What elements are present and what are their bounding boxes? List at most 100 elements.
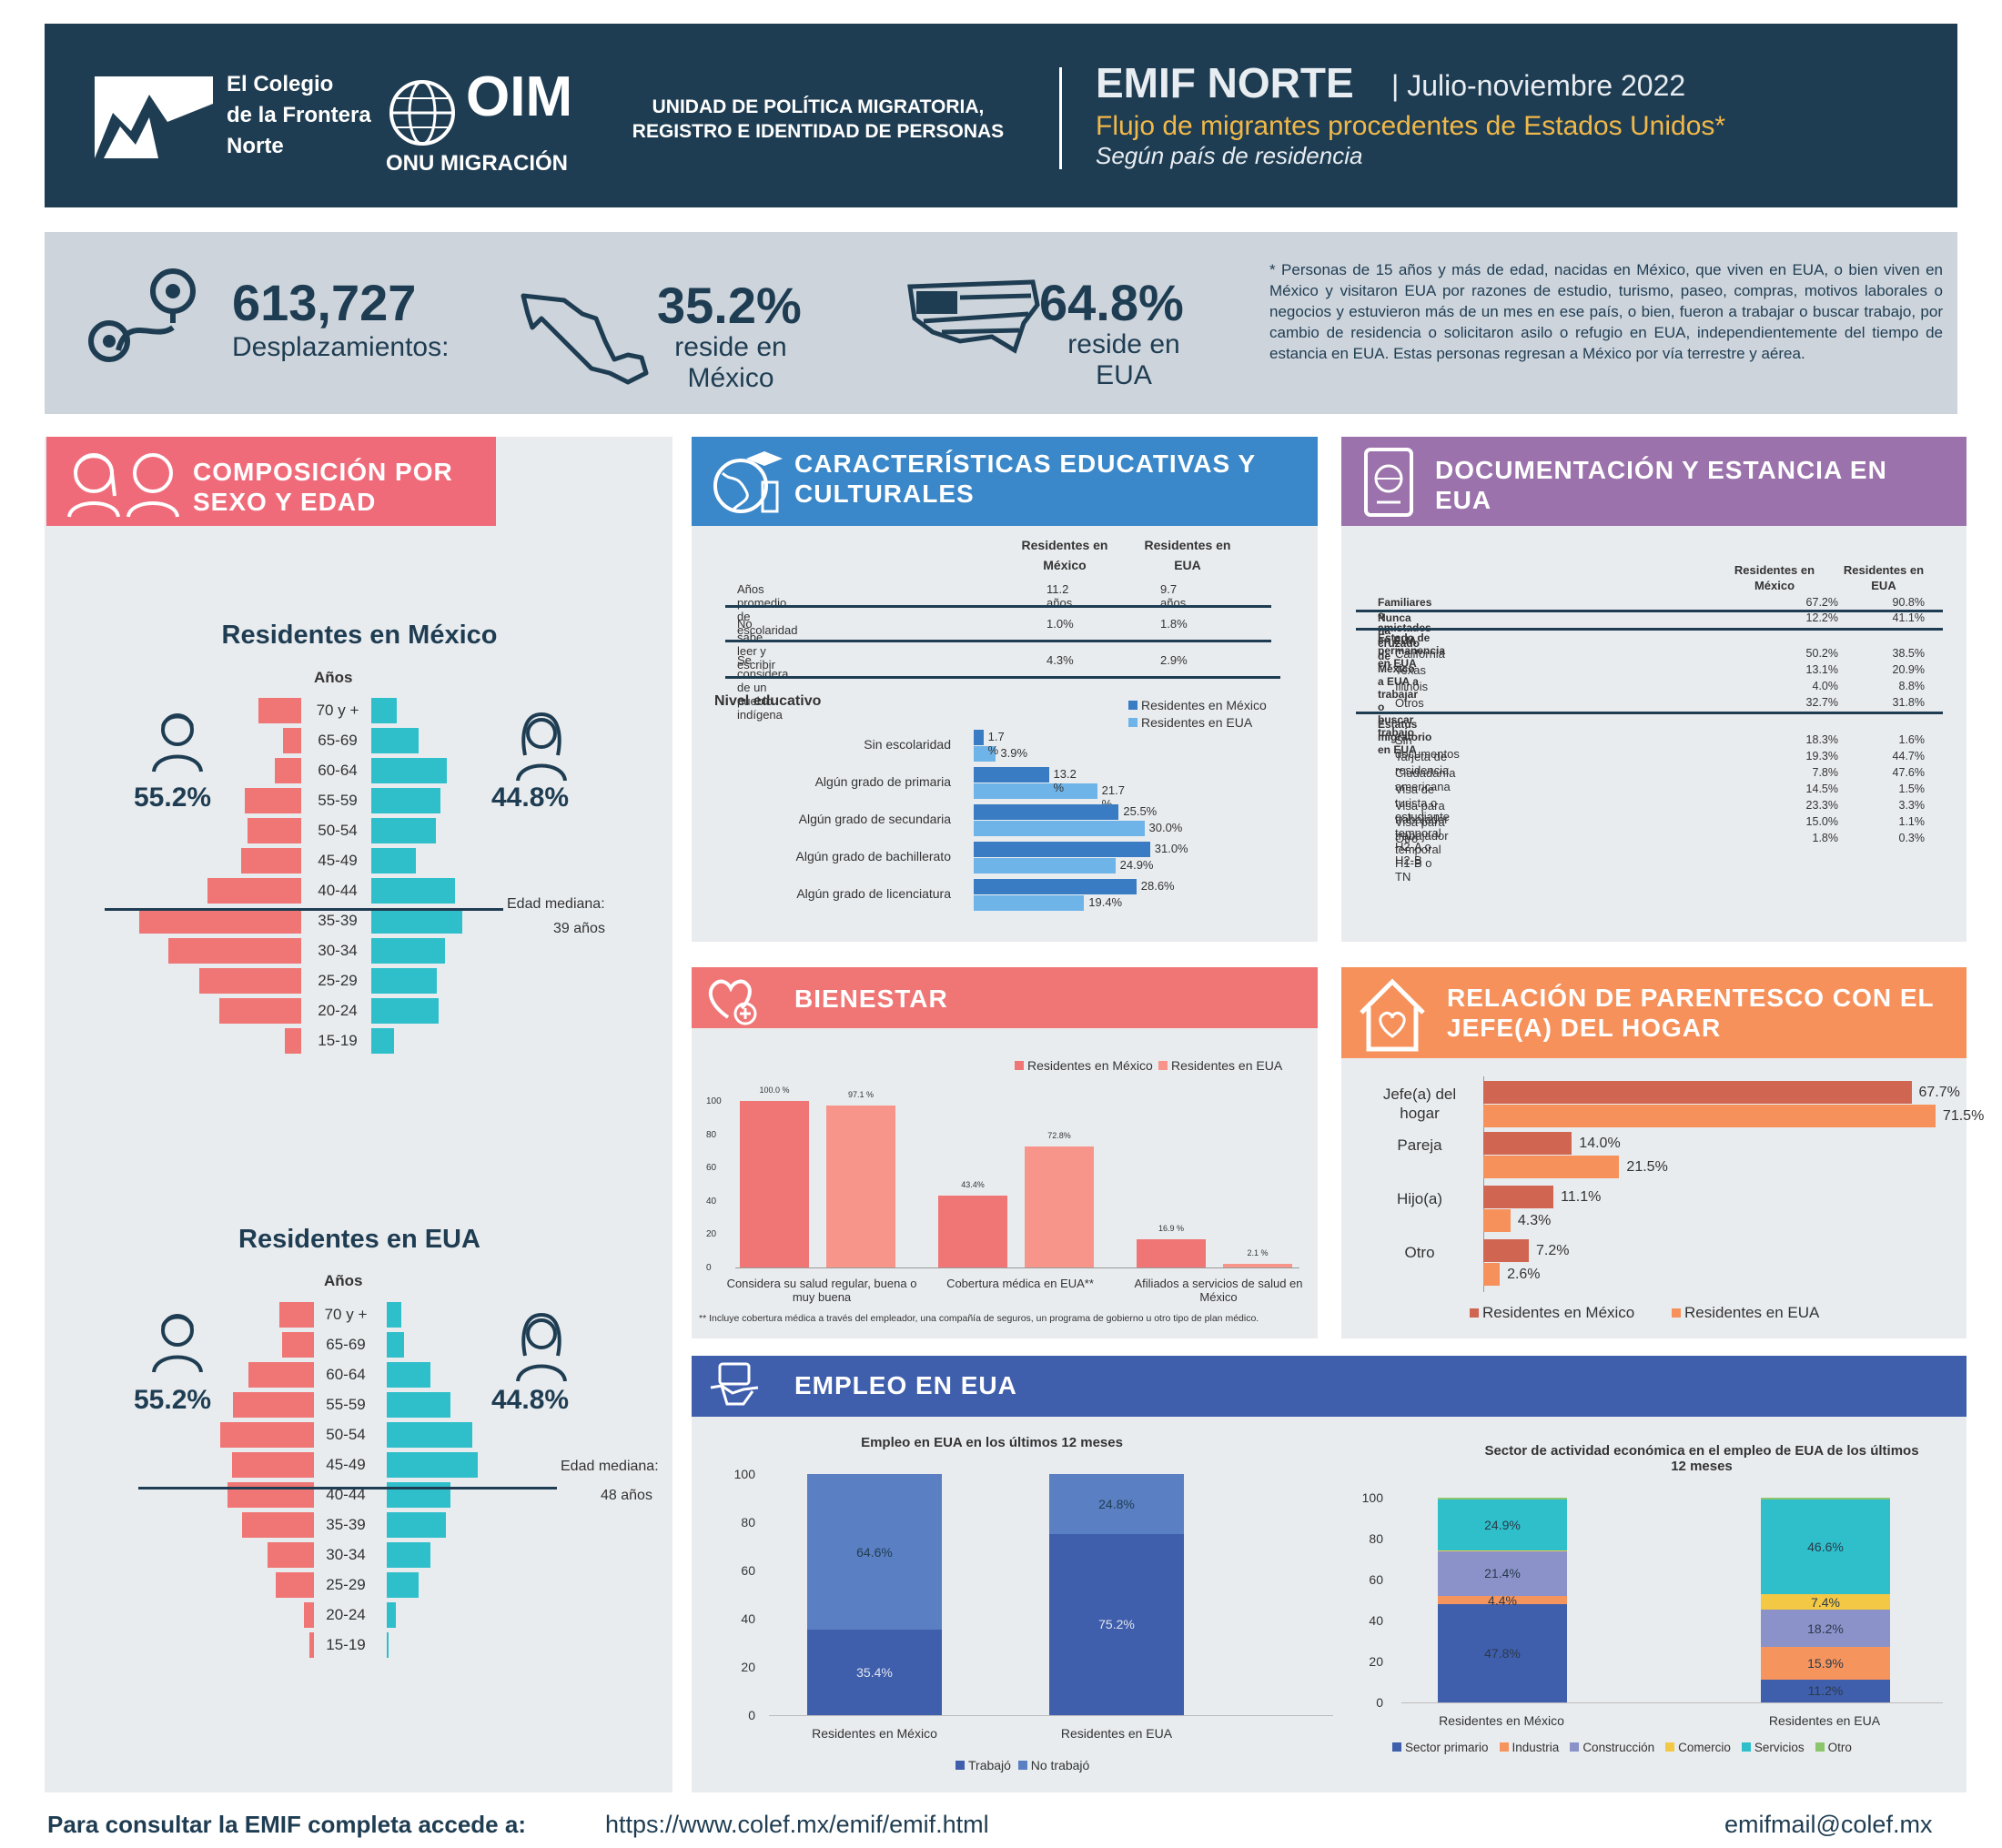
- home-heart-icon: [1356, 976, 1429, 1057]
- legend-label: Residentes en EUA: [1684, 1304, 1820, 1321]
- doc-row-mx: 15.0%: [1805, 815, 1838, 828]
- colef-logo: [95, 76, 213, 158]
- sex-age-panel: [45, 437, 672, 1792]
- paren-label-us: 4.3%: [1517, 1213, 1552, 1228]
- pyramid-age-label: 20-24: [318, 1002, 358, 1019]
- edu-bar-mx: [974, 767, 1049, 783]
- doc-row-us: 41.1%: [1892, 611, 1925, 624]
- footer-link[interactable]: https://www.colef.mx/emif/emif.html: [605, 1811, 989, 1838]
- doc-header: [1341, 437, 1967, 526]
- doc-row-us: 1.5%: [1898, 783, 1926, 795]
- legend-label: Otro: [1827, 1741, 1852, 1754]
- usa-flag-map-icon: [905, 278, 1042, 364]
- legend-swatch: [1470, 1308, 1479, 1318]
- page-title: EMIF NORTE: [1096, 59, 1354, 106]
- doc-row-label: Illinois: [1395, 680, 1429, 693]
- people-icon: [62, 446, 189, 523]
- bien-ytick: 20: [706, 1229, 717, 1240]
- pyramid-us-median-line: [138, 1487, 557, 1490]
- legend-swatch: [1017, 1761, 1027, 1770]
- emp1-bar-trabajo: [807, 1630, 942, 1715]
- paren-cat-label: Otro: [1404, 1244, 1435, 1261]
- pyramid-bar-male: [241, 1512, 314, 1538]
- pyramid-bar-female: [371, 968, 438, 994]
- pyramid-bar-female: [371, 788, 440, 813]
- pyramid-bar-female: [387, 1572, 419, 1598]
- pyramid-age-label: 15-19: [326, 1636, 366, 1653]
- bien-cat-label: Afiliados a servicios de salud en México: [1134, 1277, 1303, 1304]
- pyramid-bar-male: [278, 1302, 314, 1328]
- pyramid-bar-female: [371, 908, 463, 934]
- stat-us-label: reside en EUA: [1067, 329, 1180, 390]
- edu-legend-mx: Residentes en México: [1128, 698, 1267, 712]
- doc-row-mx: 67.2%: [1805, 596, 1838, 609]
- female-icon: [514, 710, 569, 787]
- edu-bar-us-label: 24.9%: [1119, 858, 1154, 872]
- pyramid-bar-female: [387, 1632, 389, 1658]
- emp1-label-trabajo: 35.4%: [856, 1665, 893, 1681]
- pyramid-bar-female: [387, 1392, 450, 1418]
- doc-row-label: Otro: [1395, 832, 1419, 845]
- pyramid-us-years: Años: [324, 1272, 363, 1289]
- bien-bar-mx: [1137, 1239, 1206, 1267]
- emp2-bar-segment: [1761, 1499, 1890, 1595]
- pyramid-age-label: 60-64: [326, 1366, 366, 1383]
- heart-care-icon: [705, 974, 760, 1033]
- emp1-bar-trabajo: [1049, 1533, 1184, 1715]
- pyramid-bar-female: [371, 818, 437, 843]
- empleo-title: EMPLEO EN EUA: [794, 1371, 1017, 1399]
- bien-ytick: 0: [706, 1263, 712, 1273]
- paren-bar-us: [1483, 1209, 1511, 1232]
- bien-bar-mx: [740, 1101, 809, 1267]
- pyramid-bar-male: [199, 968, 301, 994]
- pyramid-bar-male: [219, 998, 301, 1024]
- pyramid-us-median-label: Edad mediana:: [561, 1459, 659, 1474]
- emp2-bar-segment: [1438, 1604, 1567, 1702]
- edu-row-label: Años promedio de escolaridad: [737, 582, 798, 637]
- legend-label: Trabajó: [968, 1758, 1011, 1772]
- bien-title: BIENESTAR: [794, 985, 948, 1013]
- emp2-bar-segment: [1438, 1550, 1567, 1552]
- edu-bar-mx: [974, 879, 1137, 894]
- pyramid-bar-male: [244, 788, 301, 813]
- pyramid-age-label: 45-49: [318, 852, 358, 869]
- emp2-segment-label: 47.8%: [1484, 1646, 1521, 1661]
- bien-bar-us: [826, 1106, 895, 1267]
- pyramid-age-label: 70 y +: [324, 1306, 368, 1323]
- pyramid-bar-male: [308, 1632, 314, 1658]
- emp2-ytick: 80: [1369, 1531, 1383, 1546]
- edu-bar-us: [974, 821, 1145, 836]
- doc-row-mx: 32.7%: [1805, 696, 1838, 709]
- handshake-icon: [707, 1360, 762, 1416]
- pyramid-bar-male: [227, 1482, 314, 1508]
- pyramid-age-label: 35-39: [326, 1516, 366, 1533]
- doc-divider: [1356, 610, 1943, 612]
- legend-label: Residentes en EUA: [1141, 715, 1253, 730]
- bien-cat-label: Considera su salud regular, buena o muy …: [726, 1277, 917, 1304]
- legend-swatch: [1392, 1742, 1401, 1752]
- paren-cat-label: Jefe(a) del hogar: [1382, 1086, 1457, 1122]
- edu-level-label: Sin escolaridad: [864, 737, 951, 752]
- emp2-bar-segment: [1761, 1610, 1890, 1647]
- pyramid-bar-female: [387, 1302, 402, 1328]
- empleo-c1-title: Empleo en EUA en los últimos 12 meses: [861, 1435, 1123, 1450]
- legend-swatch: [1128, 701, 1138, 710]
- pyramid-age-label: 65-69: [318, 732, 358, 749]
- emp2-ytick: 40: [1369, 1613, 1383, 1628]
- bien-footnote: ** Incluye cobertura médica a través del…: [699, 1313, 1259, 1324]
- empleo-c2-title: Sector de actividad económica en el empl…: [1484, 1443, 1919, 1474]
- doc-row-us: 47.6%: [1892, 766, 1925, 779]
- pyramid-bar-male: [282, 1332, 314, 1358]
- doc-row-us: 38.5%: [1892, 647, 1925, 660]
- pyramid-us-title: Residentes en EUA: [238, 1225, 480, 1254]
- paren-label-mx: 11.1%: [1561, 1189, 1602, 1205]
- doc-col-mx: Residentes en México: [1734, 563, 1815, 592]
- pyramid-bar-female: [387, 1482, 450, 1508]
- emp1-ytick: 100: [733, 1467, 755, 1481]
- footer-email[interactable]: emifmail@colef.mx: [1724, 1811, 1933, 1838]
- emp1-ytick: 40: [741, 1611, 755, 1626]
- stat-us-pct: 64.8%: [1039, 274, 1184, 331]
- doc-row-label: Texas: [1395, 663, 1426, 677]
- doc-row-label: Sin documentos: [1395, 733, 1460, 761]
- edu-row-mx: 4.3%: [1046, 653, 1074, 667]
